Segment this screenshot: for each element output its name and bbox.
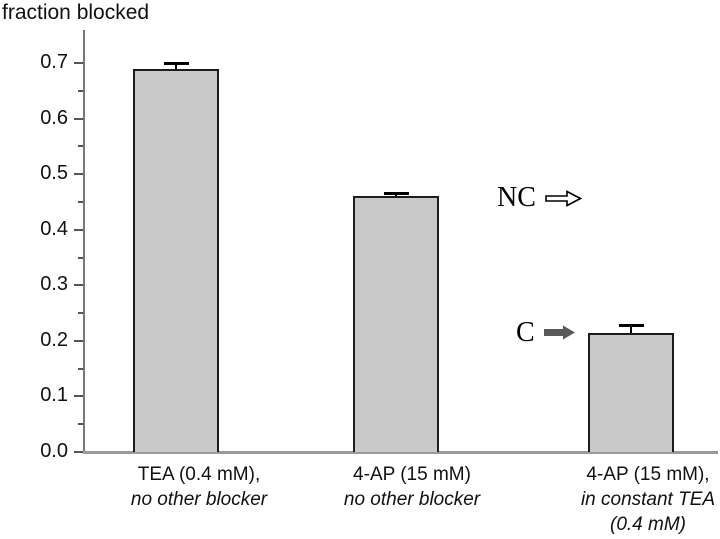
x-category-line: 4-AP (15 mM), (586, 464, 710, 485)
error-bar-cap (618, 324, 644, 328)
error-bar-line (175, 63, 177, 69)
x-category-line: in constant TEA (580, 489, 716, 510)
bar (588, 332, 674, 452)
y-tick-label: 0.5 (40, 162, 68, 185)
y-tick-label: 0.4 (40, 217, 68, 240)
error-bar-cap (383, 192, 409, 196)
x-category-line: TEA (0.4 mM), (137, 464, 261, 485)
y-major-tick (74, 228, 83, 231)
bar (133, 68, 219, 452)
y-tick-label: 0.1 (40, 384, 68, 407)
bar (353, 196, 439, 452)
y-major-tick (74, 173, 83, 176)
y-tick-label: 0.7 (40, 51, 68, 73)
y-tick-label: 0.6 (40, 106, 68, 129)
annotation-c: C (516, 315, 576, 351)
error-bar-line (630, 325, 632, 333)
chart-title: fraction blocked (2, 1, 150, 24)
y-tick-label: 0.0 (40, 440, 68, 462)
y-major-tick (74, 117, 83, 120)
y-major-tick (74, 62, 83, 64)
annotation-nc: NC (497, 180, 582, 216)
filled-right-arrow-icon (543, 325, 575, 340)
y-tick-label: 0.3 (40, 273, 68, 296)
y-minor-tick (78, 367, 83, 370)
x-category-line: (0.4 mM) (610, 514, 686, 535)
annotation-label: C (516, 316, 535, 348)
x-category-line: 4-AP (15 mM) (353, 464, 471, 485)
y-minor-tick (78, 200, 83, 203)
y-axis-line (83, 30, 85, 454)
annotation-label: NC (497, 182, 536, 214)
y-major-tick (74, 395, 83, 398)
y-minor-tick (78, 256, 83, 259)
y-minor-tick (78, 145, 83, 148)
y-minor-tick (78, 312, 83, 315)
x-category-line: no other blocker (130, 489, 268, 510)
x-category-label: 4-AP (15 mM) no other blocker (292, 462, 532, 512)
hollow-right-arrow-icon (545, 189, 582, 207)
y-major-tick (74, 451, 83, 453)
y-minor-tick (78, 89, 83, 92)
y-major-tick (74, 284, 83, 287)
x-category-label: TEA (0.4 mM), no other blocker (79, 462, 319, 512)
x-category-line: no other blocker (343, 489, 481, 510)
error-bar-cap (163, 61, 189, 65)
x-category-label: 4-AP (15 mM), in constant TEA (0.4 mM) (528, 462, 720, 537)
x-axis-line (83, 451, 718, 454)
y-major-tick (74, 339, 83, 342)
y-tick-label: 0.2 (40, 328, 68, 351)
y-minor-tick (78, 423, 83, 426)
